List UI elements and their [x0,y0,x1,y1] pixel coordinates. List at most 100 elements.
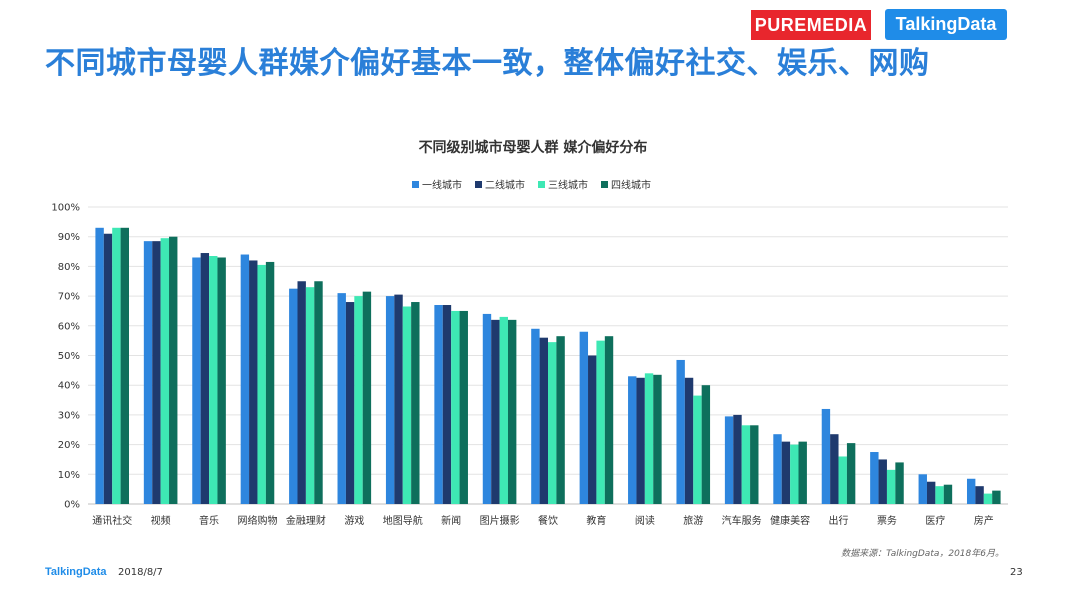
bar [345,302,355,504]
bar [152,241,161,504]
bar [411,302,420,504]
bar [305,287,315,504]
bar [169,236,178,504]
x-tick-label: 健康美容 [770,514,810,527]
bar [385,296,395,504]
bar [773,434,782,504]
bar [539,337,548,504]
y-tick-label: 100% [51,203,80,214]
legend-swatch [601,181,608,188]
bar [604,336,614,504]
bar [628,376,637,504]
bar [451,310,460,504]
bar [95,227,104,505]
talkingdata-logo: TalkingData [885,9,1007,40]
bar [442,305,452,504]
bar [966,478,976,504]
puremedia-logo: PUREMEDIA [751,10,871,40]
bar [886,469,896,504]
bar [217,257,226,504]
legend-label: 一线城市 [422,179,462,192]
bar [790,444,799,504]
chart-title: 不同级别城市母婴人群 媒介偏好分布 [419,139,648,156]
bar [943,484,953,504]
data-source-note: 数据来源：TalkingData，2018年6月。 [841,549,1004,559]
x-tick-label: 票务 [877,514,897,527]
bar [337,293,346,504]
y-tick-label: 40% [58,381,80,392]
bar [507,319,517,504]
x-tick-label: 新闻 [441,514,461,527]
bar [402,306,412,504]
bar [741,425,751,504]
x-tick-label: 出行 [829,514,849,527]
bar [120,227,130,505]
bar [297,281,306,504]
legend-swatch [538,181,545,188]
y-tick-label: 80% [58,262,80,273]
bar [798,441,807,504]
legend-label: 三线城市 [548,179,588,192]
bar [192,257,201,504]
x-tick-label: 医疗 [925,514,945,527]
bar [733,414,742,504]
y-tick-label: 0% [64,500,80,511]
bar [143,241,153,504]
x-tick-label: 游戏 [344,514,364,527]
bar [459,310,468,504]
bar [992,490,1001,504]
bar [676,359,685,504]
bar [394,294,403,504]
bar [482,313,492,504]
bar [531,328,540,504]
x-tick-label: 网络购物 [237,514,277,527]
bar [750,425,759,504]
y-axis: 0% 10% 20% 30% 40% 50% 60% 70% 80% 90% 100% [51,203,80,511]
bar [200,253,210,504]
bar [701,385,711,504]
bar [112,227,121,505]
legend-label: 二线城市 [485,179,525,192]
x-tick-label: 音乐 [199,514,219,527]
bar [499,316,508,504]
bar [878,459,887,504]
legend-swatch [412,181,419,188]
chart-legend: 一线城市 二线城市 三线城市 四线城市 [412,179,651,192]
bar [724,416,734,504]
bar [354,296,363,504]
bar [362,291,372,504]
bar [579,331,589,504]
y-tick-label: 30% [58,410,80,421]
bar [240,254,250,504]
bar [103,233,113,505]
bar [257,264,266,504]
bar [209,256,218,504]
x-tick-label: 金融理财 [286,514,326,527]
bar [918,474,927,504]
bar [644,373,654,504]
y-tick-label: 20% [58,440,80,451]
footer-talkingdata-logo: TalkingData [45,566,107,578]
bar [821,408,831,504]
bar [160,238,170,504]
bar-series [95,227,1001,505]
page-headline: 不同城市母婴人群媒介偏好基本一致，整体偏好社交、娱乐、网购 [45,46,930,81]
y-tick-label: 10% [58,470,80,481]
bar [548,342,557,504]
y-tick-label: 60% [58,321,80,332]
x-tick-label: 图片摄影 [480,514,520,527]
x-tick-label: 通讯社交 [92,514,132,527]
y-tick-label: 90% [58,232,80,243]
x-tick-label: 房产 [974,514,994,527]
bar [935,486,944,504]
bar [684,377,694,504]
bar [596,340,605,504]
x-tick-label: 视频 [151,514,171,527]
bar [249,260,258,504]
bar [636,377,645,504]
bar [781,441,791,504]
legend-swatch [475,181,482,188]
bar [693,395,702,504]
bar [983,493,993,504]
